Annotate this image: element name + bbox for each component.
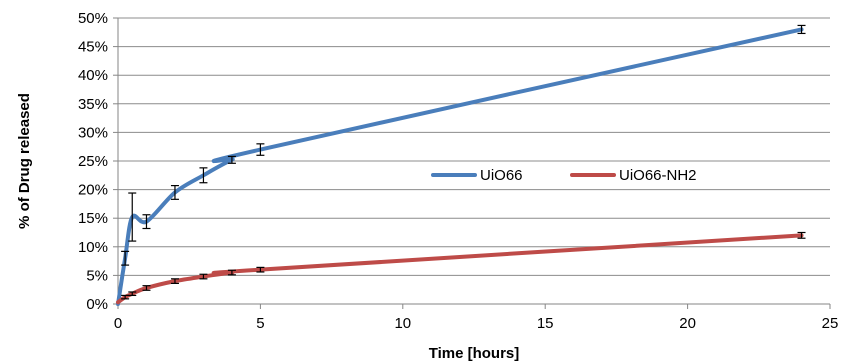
error-bar [256, 266, 265, 273]
error-bar [227, 269, 236, 276]
error-bar [121, 250, 130, 266]
error-bar [128, 192, 137, 242]
y-tick-label: 20% [78, 182, 108, 199]
series-line-UiO66-NH2 [116, 233, 804, 305]
series-line-UiO66 [116, 27, 804, 306]
y-tick-label: 50% [78, 10, 108, 27]
series [116, 24, 806, 306]
y-tick-label: 25% [78, 153, 108, 170]
error-bar [227, 155, 236, 164]
y-tick-label: 0% [86, 296, 108, 313]
legend-label: UiO66-NH2 [619, 167, 697, 184]
x-tick-label: 5 [256, 315, 264, 332]
y-tick-label: 45% [78, 39, 108, 56]
y-tick-label: 15% [78, 210, 108, 227]
error-bar [797, 231, 806, 239]
y-axis-title: % of Drug released [16, 93, 33, 229]
y-tick-label: 10% [78, 239, 108, 256]
error-bar [121, 294, 130, 300]
error-bar [170, 184, 179, 200]
axes: 0% 5% 10% 15% 20% 25% 30% 35% 40% 45% 50% 0 5 10 15 20 2… [78, 10, 838, 332]
y-tick-label: 5% [86, 267, 108, 284]
legend-item: UiO66 [431, 167, 523, 184]
series-UiO66 [116, 24, 806, 306]
error-bar [142, 285, 151, 291]
gridlines [118, 17, 830, 276]
x-tick-label: 15 [537, 315, 554, 332]
x-axis-title: Time [hours] [429, 345, 520, 362]
x-tick-label: 20 [679, 315, 696, 332]
y-tick-label: 35% [78, 96, 108, 113]
error-bar [797, 24, 806, 35]
error-bar [256, 143, 265, 156]
legend-label: UiO66 [480, 167, 523, 184]
y-tick-label: 40% [78, 67, 108, 84]
legend: UiO66 UiO66-NH2 [431, 167, 697, 184]
x-tick-label: 10 [394, 315, 411, 332]
error-bar [199, 273, 208, 280]
x-tick-label: 0 [114, 315, 122, 332]
series-UiO66-NH2 [116, 231, 806, 305]
error-bar [128, 291, 137, 297]
legend-item: UiO66-NH2 [570, 167, 697, 184]
error-bar [170, 278, 179, 285]
error-bar [142, 214, 151, 230]
y-tick-label: 30% [78, 124, 108, 141]
error-bar [199, 167, 208, 184]
x-tick-label: 25 [822, 315, 839, 332]
